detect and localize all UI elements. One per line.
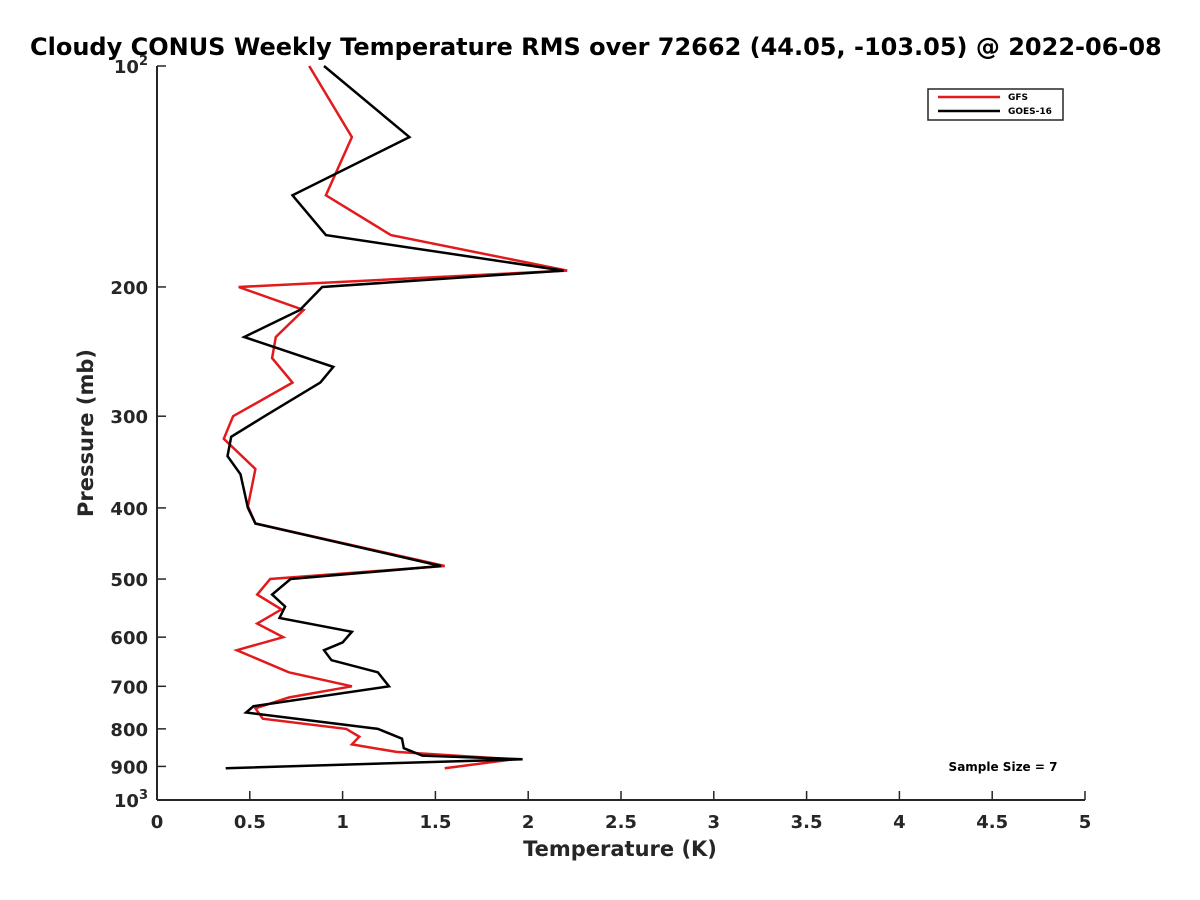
legend-box <box>927 88 1064 121</box>
x-tick-label: 2.5 <box>605 812 637 833</box>
x-tick-label: 0.5 <box>234 812 266 833</box>
series-line-goes-16 <box>225 65 564 770</box>
y-tick-label: 900 <box>110 757 148 778</box>
y-tick-label: 500 <box>110 570 148 591</box>
x-tick-label: 3.5 <box>791 812 823 833</box>
y-tick-label: 700 <box>110 677 148 698</box>
y-tick-label: 400 <box>110 499 148 520</box>
y-axis-label: Pressure (mb) <box>74 349 98 517</box>
series-layer <box>222 65 568 770</box>
axes: 0 0.5 1 1.5 2 2.5 3 3.5 4 4.5 5 102 200 300 400 500 600 7… <box>110 54 1091 833</box>
y-tick-label: 103 <box>114 788 148 812</box>
y-tick-label: 800 <box>110 720 148 741</box>
x-tick-label: 3 <box>708 812 721 833</box>
x-tick-label: 2 <box>522 812 535 833</box>
sample-size-annotation: Sample Size = 7 <box>949 760 1058 774</box>
x-tick-label: 0 <box>151 812 164 833</box>
y-tick-label: 600 <box>110 628 148 649</box>
x-tick-label: 1 <box>336 812 349 833</box>
legend-label: GFS <box>1008 93 1028 103</box>
legend-label: GOES-16 <box>1008 107 1052 117</box>
plot-background <box>157 66 1085 800</box>
x-tick-label: 1.5 <box>419 812 451 833</box>
x-tick-label: 5 <box>1079 812 1092 833</box>
legend: GFS GOES-16 <box>927 88 1064 121</box>
y-tick-label: 200 <box>110 278 148 299</box>
x-tick-label: 4 <box>893 812 906 833</box>
plot-area <box>157 66 1085 800</box>
x-tick-label: 4.5 <box>976 812 1008 833</box>
y-tick-label: 300 <box>110 407 148 428</box>
series-line-gfs <box>222 65 568 770</box>
x-axis-label: Temperature (K) <box>523 837 717 861</box>
chart-title: Cloudy CONUS Weekly Temperature RMS over… <box>30 33 1162 61</box>
y-tick-label: 102 <box>114 54 148 78</box>
